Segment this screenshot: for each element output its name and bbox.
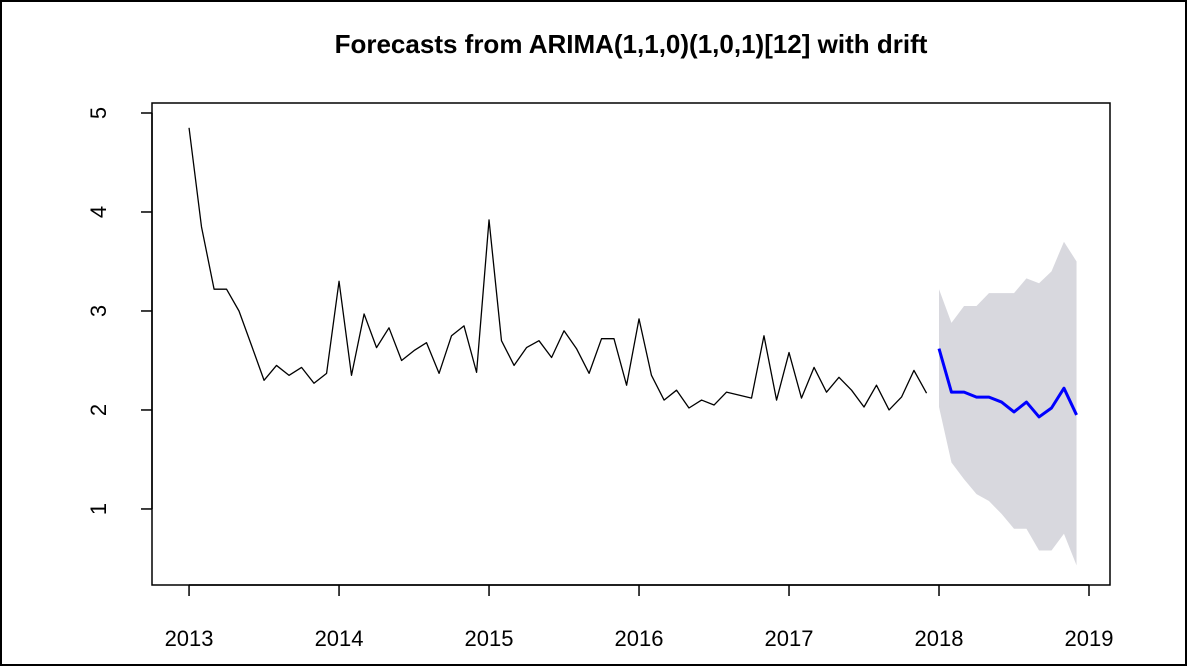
prediction-interval [939,241,1077,566]
x-tick-label: 2019 [1065,626,1114,651]
data-line [188,127,928,411]
x-tick-label: 2015 [465,626,514,651]
x-tick-label: 2017 [765,626,814,651]
y-tick-label: 3 [86,305,111,317]
x-tick-label: 2018 [915,626,964,651]
y-tick-label: 2 [86,404,111,416]
x-tick-label: 2014 [315,626,364,651]
y-tick-label: 4 [86,206,111,218]
x-tick-label: 2016 [615,626,664,651]
y-tick-label: 1 [86,503,111,515]
chart-title: Forecasts from ARIMA(1,1,0)(1,0,1)[12] w… [335,29,928,59]
plot-area: 2013 2014 2015 2016 2017 2018 2019 1 2 3 4 5 [86,102,1114,651]
data-line [937,348,1078,419]
y-tick-label: 5 [86,107,111,119]
x-tick-label: 2013 [165,626,214,651]
